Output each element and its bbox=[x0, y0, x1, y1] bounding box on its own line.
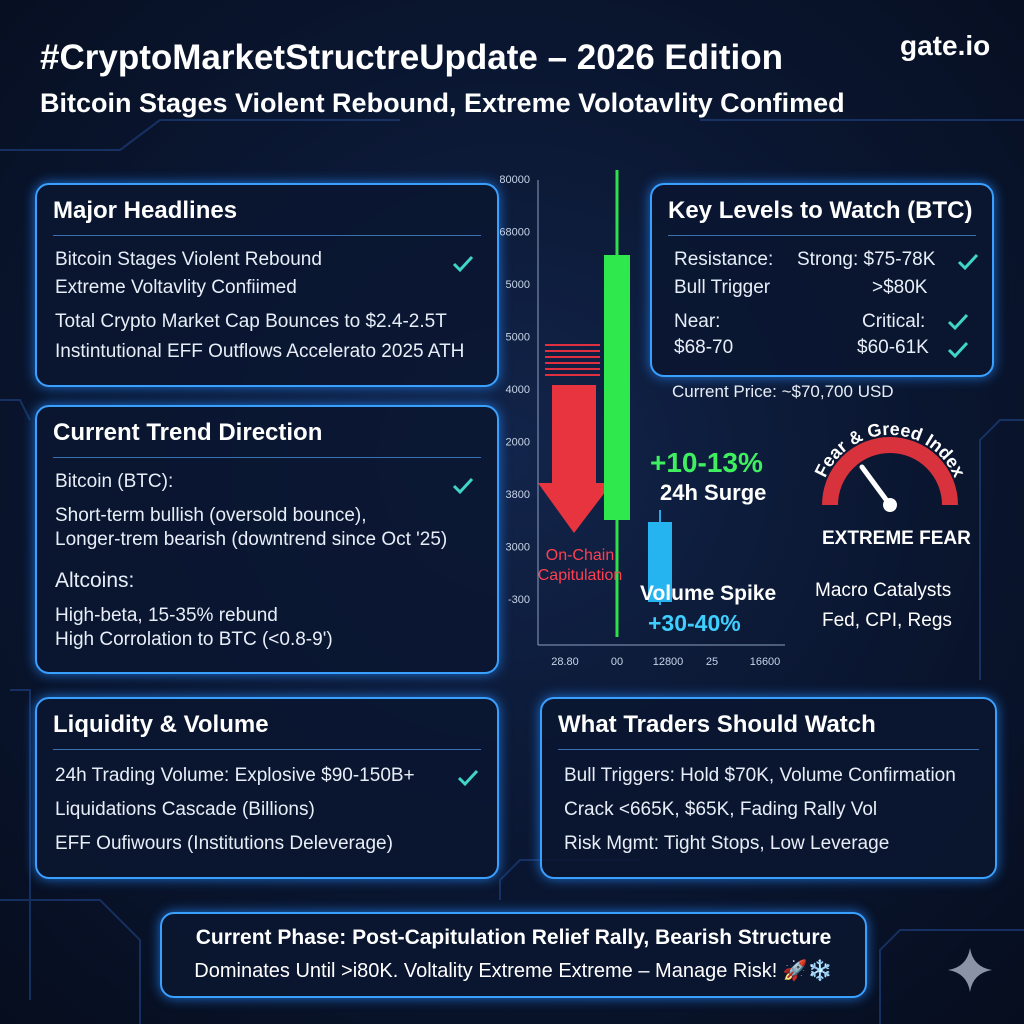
gauge-arc bbox=[822, 437, 958, 506]
y-tick-label: 3800 bbox=[506, 489, 530, 501]
separator bbox=[53, 235, 481, 236]
item: Crack <665K, $65K, Fading Rally Vol bbox=[564, 799, 878, 820]
y-tick-label: 5000 bbox=[506, 279, 530, 291]
check-icon bbox=[452, 255, 474, 273]
separator bbox=[53, 749, 481, 750]
panel-title: Current Trend Direction bbox=[53, 419, 323, 446]
item: Extreme Voltavlity Confiimed bbox=[55, 277, 297, 298]
item: Bitcoin Stages Violent Rebound bbox=[55, 249, 322, 270]
liquidity-panel: Liquidity & Volume 24h Trading Volume: E… bbox=[35, 697, 499, 879]
footer-line: Current Phase: Post-Capitulation Relief … bbox=[195, 926, 832, 949]
y-tick-label: 80000 bbox=[499, 174, 530, 186]
y-tick-label: 68000 bbox=[499, 227, 530, 239]
gauge-label: EXTREME FEAR bbox=[822, 528, 971, 549]
surge-pct: +10-13% bbox=[650, 447, 763, 478]
footer-line: Dominates Until >i80K. Voltality Extreme… bbox=[194, 960, 833, 982]
y-tick-label: 3000 bbox=[506, 542, 530, 554]
separator bbox=[53, 457, 481, 458]
item: Risk Mgmt: Tight Stops, Low Leverage bbox=[564, 833, 890, 854]
subtitle: Bitcoin Stages Violent Rebound, Extreme … bbox=[40, 88, 845, 118]
item: Bull Triggers: Hold $70K, Volume Confirm… bbox=[564, 765, 956, 786]
panel-title: What Traders Should Watch bbox=[558, 711, 876, 738]
x-tick-label: 00 bbox=[611, 656, 623, 665]
levels-panel: Key Levels to Watch (BTC) Resistance: St… bbox=[650, 183, 994, 377]
current-price: Current Price: ~$70,700 USD bbox=[672, 382, 894, 401]
macro-title: Macro Catalysts bbox=[815, 580, 952, 601]
trend-panel: Current Trend Direction Bitcoin (BTC): S… bbox=[35, 405, 499, 674]
x-tick-label: 28.80 bbox=[551, 656, 579, 665]
capitulation-lines bbox=[545, 344, 600, 376]
footer-panel: Current Phase: Post-Capitulation Relief … bbox=[160, 912, 867, 998]
level-value: >$80K bbox=[872, 277, 928, 298]
level-label: Bull Trigger bbox=[674, 277, 771, 298]
panel-title: Liquidity & Volume bbox=[53, 711, 269, 738]
y-tick-label: 2000 bbox=[506, 437, 530, 449]
item: Total Crypto Market Cap Bounces to $2.4-… bbox=[55, 311, 447, 332]
title: #CryptoMarketStructreUpdate – 2026 Editi… bbox=[40, 38, 783, 77]
volume-pct: +30-40% bbox=[648, 610, 741, 636]
check-icon bbox=[947, 341, 969, 359]
separator bbox=[558, 749, 979, 750]
check-icon bbox=[452, 477, 474, 495]
price-chart: 80000 68000 5000 5000 4000 2000 3800 3000 -300 28… bbox=[499, 170, 785, 665]
check-icon bbox=[957, 253, 979, 271]
traders-panel: What Traders Should Watch Bull Triggers:… bbox=[540, 697, 997, 879]
y-tick-label: 4000 bbox=[506, 384, 530, 396]
blue-candle bbox=[648, 522, 672, 602]
x-tick-label: 12800 bbox=[653, 656, 684, 665]
green-candle bbox=[604, 255, 630, 520]
down-arrow bbox=[538, 385, 612, 533]
item: Instintutional EFF Outflows Accelerato 2… bbox=[55, 341, 465, 362]
label: Altcoins: bbox=[55, 569, 135, 592]
item: Longer-trem bearish (downtrend since Oct… bbox=[55, 529, 448, 550]
level-value: Critical: bbox=[862, 311, 926, 332]
label: Bitcoin (BTC): bbox=[55, 471, 174, 492]
surge-label: 24h Surge bbox=[660, 480, 767, 505]
sparkle-icon bbox=[948, 948, 992, 992]
item: Short-term bullish (oversold bounce), bbox=[55, 505, 367, 526]
gauge-hub bbox=[883, 498, 897, 512]
level-value: Strong: $75-78K bbox=[797, 249, 936, 270]
panel-title: Key Levels to Watch (BTC) bbox=[668, 197, 973, 224]
logo: gate.io bbox=[900, 30, 991, 61]
level-label: Resistance: bbox=[674, 249, 774, 270]
x-tick-label: 25 bbox=[706, 656, 718, 665]
y-tick-label: 5000 bbox=[506, 332, 530, 344]
item: 24h Trading Volume: Explosive $90-150B+ bbox=[55, 765, 415, 786]
volume-label: Volume Spike bbox=[640, 582, 777, 605]
gauge: Fear & Greed Index bbox=[811, 419, 969, 512]
item: EFF Oufiwours (Institutions Deleverage) bbox=[55, 833, 393, 854]
macro-items: Fed, CPI, Regs bbox=[822, 610, 952, 631]
capitulation-label: On-Chain Capitulation bbox=[537, 547, 623, 584]
item: High Corrolation to BTC (<0.8-9') bbox=[55, 629, 333, 650]
headlines-panel: Major Headlines Bitcoin Stages Violent R… bbox=[35, 183, 499, 387]
level-value: $60-61K bbox=[857, 337, 929, 358]
level-label: $68-70 bbox=[674, 337, 734, 358]
item: High-beta, 15-35% rebund bbox=[55, 605, 278, 626]
check-icon bbox=[457, 769, 479, 787]
level-label: Near: bbox=[674, 311, 721, 332]
y-tick-label: -300 bbox=[508, 594, 530, 606]
gauge-needle bbox=[859, 464, 893, 508]
separator bbox=[668, 235, 976, 236]
check-icon bbox=[947, 313, 969, 331]
x-tick-label: 16600 bbox=[750, 656, 781, 665]
panel-title: Major Headlines bbox=[53, 197, 238, 224]
item: Liquidations Cascade (Billions) bbox=[55, 799, 315, 820]
